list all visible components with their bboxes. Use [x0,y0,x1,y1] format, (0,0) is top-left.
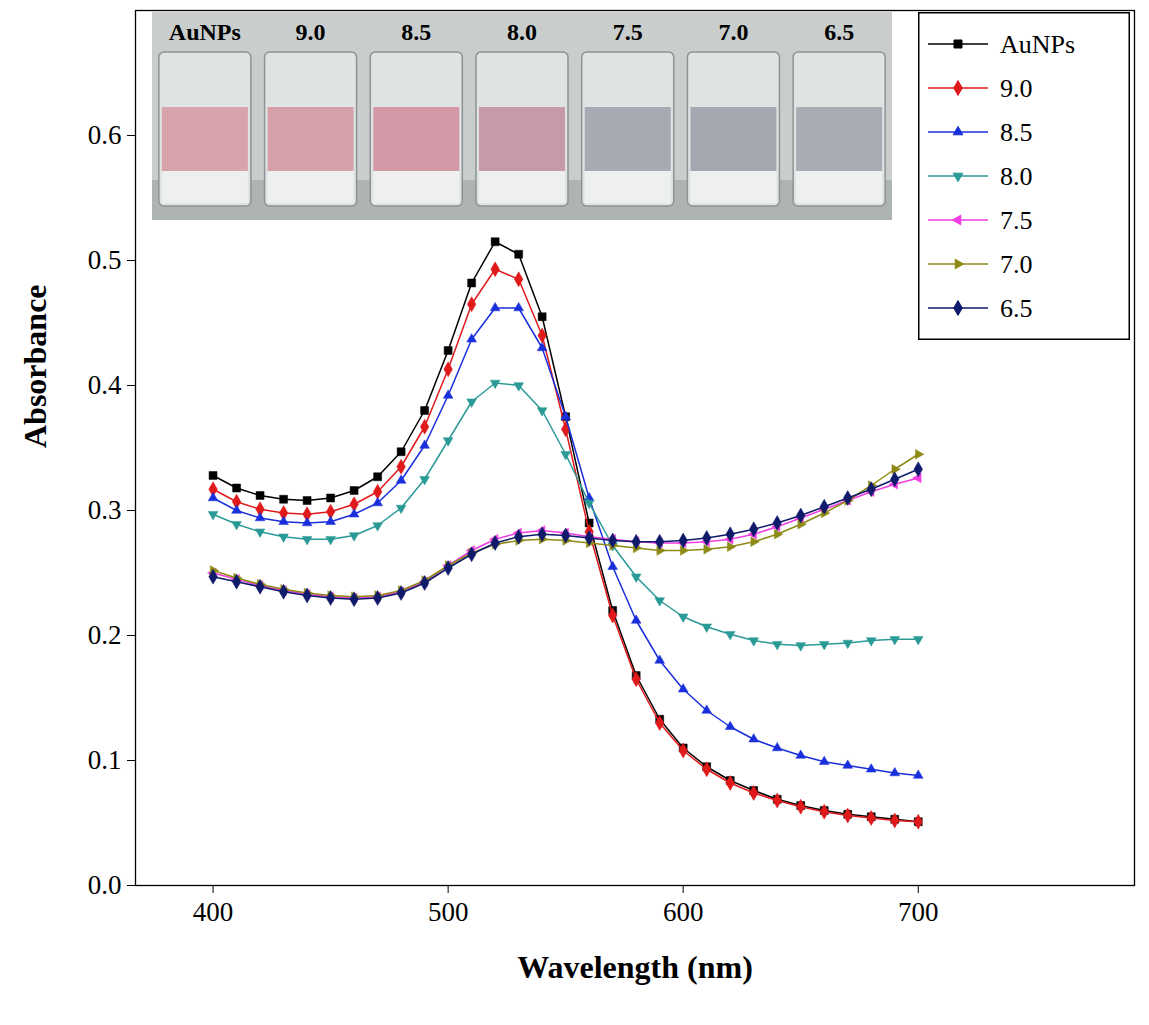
svg-text:0.2: 0.2 [88,620,122,650]
svg-text:700: 700 [898,897,939,927]
svg-text:7.0: 7.0 [718,19,748,45]
svg-text:8.0: 8.0 [1000,162,1033,191]
svg-text:600: 600 [663,897,704,927]
svg-text:0.5: 0.5 [88,245,122,275]
svg-text:6.5: 6.5 [824,19,854,45]
svg-text:Wavelength (nm): Wavelength (nm) [517,949,753,985]
svg-text:AuNPs: AuNPs [1000,30,1075,59]
svg-text:7.5: 7.5 [613,19,643,45]
svg-text:8.5: 8.5 [401,19,431,45]
svg-text:6.5: 6.5 [1000,294,1033,323]
svg-text:9.0: 9.0 [1000,74,1033,103]
svg-text:8.0: 8.0 [507,19,537,45]
svg-text:400: 400 [193,897,234,927]
svg-text:0.1: 0.1 [88,745,122,775]
svg-text:0.0: 0.0 [88,870,122,900]
svg-text:9.0: 9.0 [296,19,326,45]
svg-text:Absorbance: Absorbance [17,284,53,448]
svg-text:8.5: 8.5 [1000,118,1033,147]
svg-text:0.6: 0.6 [88,120,122,150]
svg-text:AuNPs: AuNPs [169,19,241,45]
svg-text:0.4: 0.4 [88,370,122,400]
svg-text:7.0: 7.0 [1000,250,1033,279]
svg-text:500: 500 [428,897,469,927]
svg-text:0.3: 0.3 [88,495,122,525]
svg-text:7.5: 7.5 [1000,206,1033,235]
